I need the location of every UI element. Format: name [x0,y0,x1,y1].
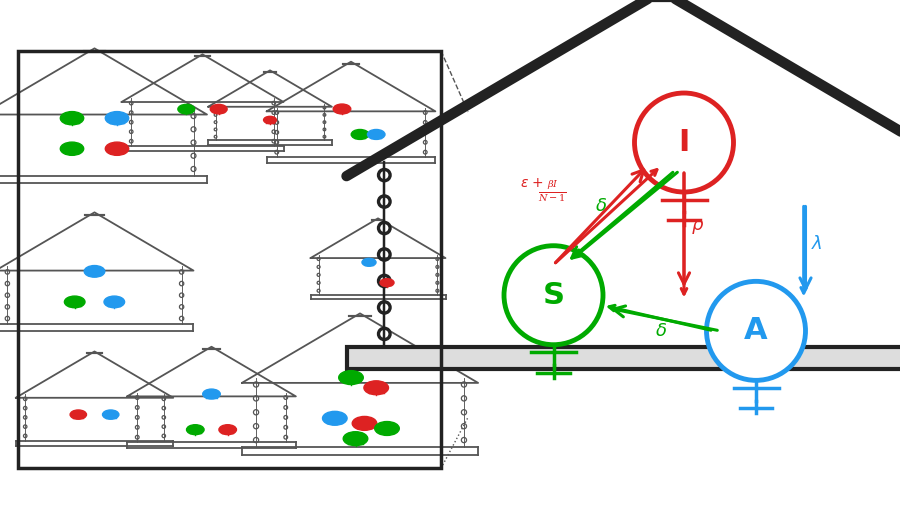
Circle shape [85,266,104,277]
Text: $\delta$: $\delta$ [655,322,668,340]
Text: $\lambda$: $\lambda$ [812,235,823,253]
Circle shape [374,421,400,435]
Text: $\varepsilon$ +: $\varepsilon$ + [520,176,545,190]
Circle shape [202,389,220,399]
Text: $\frac{\beta I}{N-1}$: $\frac{\beta I}{N-1}$ [538,178,567,204]
Circle shape [351,129,369,139]
Circle shape [60,111,84,125]
Bar [18,51,441,468]
Circle shape [352,416,377,430]
Circle shape [105,142,129,155]
Circle shape [219,425,237,435]
Circle shape [343,432,368,445]
Text: I: I [679,128,689,157]
Circle shape [362,259,376,266]
Text: $\delta$: $\delta$ [595,197,608,215]
Ellipse shape [634,93,734,192]
Circle shape [364,381,389,394]
Text: S: S [543,281,564,309]
Circle shape [380,279,394,287]
FancyArrowPatch shape [555,170,643,263]
Text: A: A [744,317,768,345]
Circle shape [178,104,194,114]
Circle shape [211,104,227,114]
Circle shape [65,296,85,308]
Ellipse shape [706,281,806,380]
Circle shape [105,111,129,125]
FancyArrowPatch shape [572,173,673,258]
Circle shape [333,104,351,114]
Circle shape [70,410,86,419]
FancyArrowPatch shape [614,306,717,330]
Ellipse shape [504,246,603,345]
Circle shape [367,129,385,139]
Circle shape [264,117,276,124]
Circle shape [322,411,347,425]
FancyArrowPatch shape [679,173,689,284]
Circle shape [338,371,364,384]
FancyBboxPatch shape [346,347,900,369]
Circle shape [60,142,84,155]
FancyArrowPatch shape [800,206,811,289]
Circle shape [186,425,204,435]
Circle shape [103,410,119,419]
Circle shape [104,296,124,308]
Text: $\rho$: $\rho$ [691,217,704,236]
